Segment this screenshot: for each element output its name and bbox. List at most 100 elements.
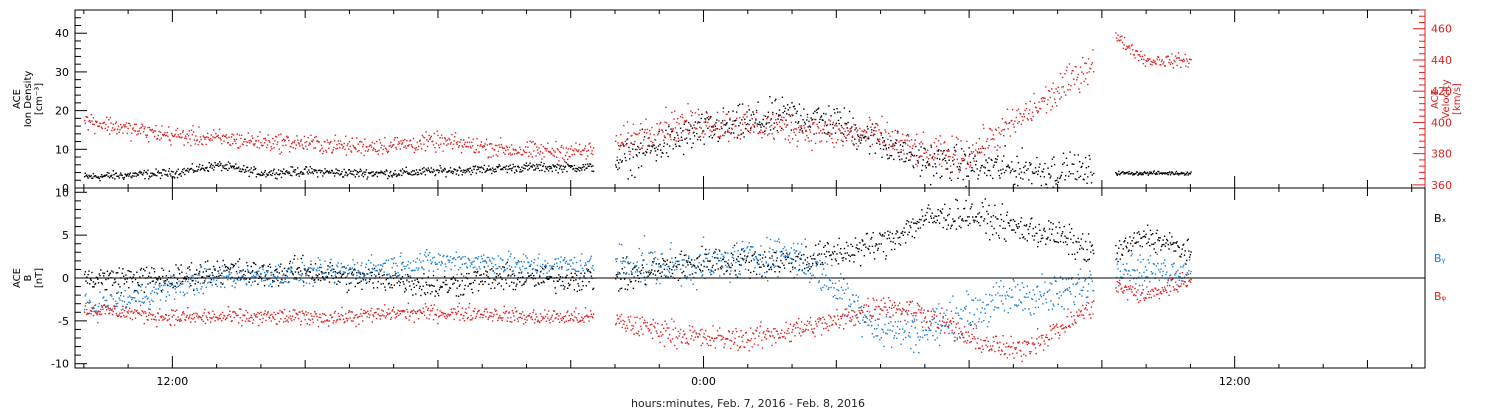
data-point-bx [783,267,786,269]
data-point-velocity [216,135,218,137]
data-point-density [493,168,495,171]
data-point-velocity [358,150,360,152]
data-point-by [259,266,261,269]
data-point-density [429,171,431,173]
data-point-bx [878,243,880,245]
data-point-velocity [744,113,747,115]
data-point-density [689,138,691,140]
data-point-bx [362,279,365,281]
data-point-velocity [1034,102,1036,104]
data-point-velocity [353,146,355,148]
data-point-bx [368,280,370,283]
data-point-bx [678,263,680,266]
data-point-bx [223,270,225,272]
data-point-density [175,172,177,174]
data-point-density [706,117,708,119]
data-point-density [774,100,776,102]
data-point-velocity [119,129,121,131]
data-point-velocity [126,132,128,135]
data-point-density [384,171,386,173]
data-point-density [868,138,870,140]
data-point-bx [134,289,136,292]
data-point-bx [183,278,185,280]
data-point-bx [699,269,702,272]
data-point-velocity [314,147,317,149]
data-point-velocity [706,112,708,114]
data-point-by [356,274,358,277]
data-point-velocity [449,139,451,141]
data-point-density [478,166,480,169]
data-point-velocity [1119,36,1121,38]
data-point-velocity [572,149,574,151]
data-point-by [123,301,126,303]
data-point-by [440,264,442,266]
data-point-bx [567,282,570,284]
data-point-bx [115,272,117,274]
data-point-bx [308,271,311,273]
data-point-velocity [367,148,370,151]
data-point-by [137,292,140,294]
data-point-velocity [536,146,538,148]
data-point-velocity [457,141,459,143]
data-point-bx [998,237,1000,239]
data-point-density [948,159,950,161]
data-point-density [1001,160,1003,162]
data-point-by [340,262,342,265]
data-point-velocity [124,124,126,126]
data-point-bx [1176,241,1178,243]
data-point-bx [340,276,342,278]
data-point-bx [201,276,203,278]
data-point-velocity [1118,40,1121,42]
data-point-density [463,169,465,171]
data-point-velocity [896,148,898,151]
data-point-density [328,170,331,172]
data-point-bx [501,278,503,281]
data-point-velocity [253,144,255,147]
data-point-by [216,285,218,288]
data-point-by [145,295,148,297]
data-point-density [261,174,263,176]
data-point-velocity [383,145,385,147]
data-point-by [169,285,171,288]
data-point-density [86,174,88,176]
data-point-velocity [561,157,564,159]
data-point-velocity [770,124,773,127]
data-point-density [990,158,992,161]
data-point-velocity [848,133,850,135]
data-point-bx [85,280,87,282]
data-point-density [90,175,92,177]
data-point-bx [660,275,663,277]
data-point-bx [813,258,815,260]
data-point-density [800,127,803,130]
data-point-density [822,119,824,121]
data-point-bx [228,271,230,273]
data-point-velocity [1137,54,1139,56]
data-point-bx [839,251,841,254]
data-point-velocity [974,154,976,156]
data-point-velocity [418,140,421,142]
data-point-by [119,299,121,301]
data-point-by [205,286,207,289]
data-point-bx [235,263,237,265]
data-point-density [481,171,483,174]
data-point-density [390,174,393,177]
data-point-density [726,122,728,124]
data-point-bx [147,283,149,285]
data-point-by [512,270,514,272]
data-point-by [442,255,444,258]
data-point-density [1152,173,1154,175]
data-point-density [561,171,564,173]
data-point-density [1042,168,1045,170]
data-point-by [253,276,255,278]
data-point-bx [435,290,438,293]
data-point-velocity [444,138,446,140]
data-point-by [559,261,562,263]
data-point-bx [820,263,822,266]
data-point-velocity [401,143,403,145]
data-point-velocity [161,125,163,127]
data-point-density [1027,168,1029,170]
data-point-velocity [370,146,373,148]
data-point-bx [1068,253,1070,256]
data-point-bx [431,291,433,293]
data-point-velocity [1132,49,1134,51]
